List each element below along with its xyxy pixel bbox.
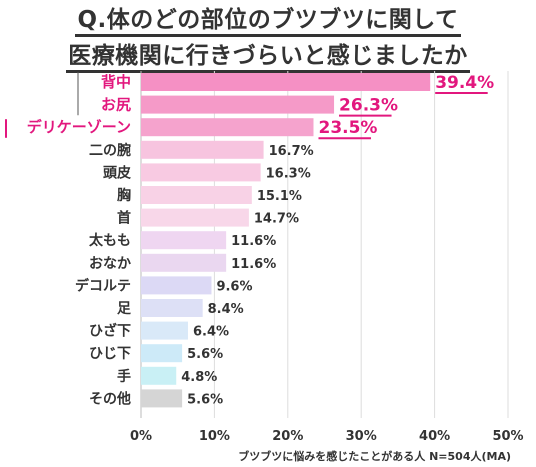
bar bbox=[141, 163, 261, 182]
category-label: 太もも bbox=[89, 232, 131, 249]
bar bbox=[141, 208, 249, 227]
bar bbox=[141, 231, 227, 250]
category-label: その他 bbox=[89, 390, 131, 407]
category-label: お尻 bbox=[101, 96, 131, 114]
bar bbox=[141, 186, 252, 204]
x-tick-label: 20% bbox=[272, 429, 303, 444]
value-label: 9.6% bbox=[216, 279, 252, 294]
value-label: 16.7% bbox=[269, 144, 314, 159]
category-label: 二の腕 bbox=[89, 142, 131, 159]
category-label: 背中 bbox=[101, 73, 131, 91]
category-label: ひじ下 bbox=[89, 346, 131, 362]
value-label: 39.4% bbox=[435, 73, 494, 93]
bar bbox=[141, 118, 314, 137]
title-line-1-text: Q.体のどの部位のブツブツに関して bbox=[75, 7, 461, 37]
category-label: デリケーゾーン bbox=[27, 118, 131, 136]
value-label: 5.6% bbox=[187, 347, 223, 362]
category-label: 頭皮 bbox=[103, 164, 131, 181]
x-tick-label: 40% bbox=[419, 429, 450, 444]
category-label: デコルテ bbox=[75, 277, 131, 294]
value-label: 14.7% bbox=[254, 212, 299, 227]
bar bbox=[141, 389, 183, 408]
x-tick-label: 50% bbox=[492, 429, 523, 444]
value-label: 26.3% bbox=[339, 96, 398, 116]
value-label: 6.4% bbox=[193, 325, 229, 340]
value-label: 23.5% bbox=[318, 118, 377, 138]
bar bbox=[141, 73, 431, 91]
category-label: おなか bbox=[89, 256, 131, 272]
category-label: 手 bbox=[117, 368, 131, 385]
bar bbox=[141, 276, 212, 295]
title-line-2-text: 医療機関に行きづらいと感じましたか bbox=[66, 43, 470, 73]
value-label: 5.6% bbox=[187, 392, 223, 407]
chart-title-2: 医療機関に行きづらいと感じましたか bbox=[0, 36, 536, 73]
value-label: 16.3% bbox=[266, 166, 311, 181]
x-tick-label: 0% bbox=[130, 429, 152, 444]
bar bbox=[141, 253, 227, 272]
value-label: 8.4% bbox=[208, 302, 244, 317]
value-label: 11.6% bbox=[231, 257, 276, 272]
bar bbox=[141, 95, 335, 114]
category-label: ひざ下 bbox=[89, 323, 131, 340]
category-label: 首 bbox=[117, 210, 131, 227]
value-label: 4.8% bbox=[181, 370, 217, 385]
bar bbox=[141, 366, 177, 385]
bar bbox=[141, 344, 183, 363]
value-label: 15.1% bbox=[257, 189, 302, 204]
x-tick-label: 30% bbox=[346, 429, 377, 444]
chart-title: Q.体のどの部位のブツブツに関して bbox=[0, 0, 536, 37]
bar bbox=[141, 299, 203, 317]
value-label: 11.6% bbox=[231, 234, 276, 249]
bar bbox=[141, 321, 188, 340]
bar bbox=[141, 140, 264, 159]
x-axis-label: ブツブツに悩みを感じたことがある人 N=504人(MA) bbox=[238, 449, 511, 463]
category-label: 足 bbox=[117, 301, 132, 317]
title-line-1: Q.体のどの部位のブツブツに関して bbox=[0, 0, 536, 37]
category-label: 胸 bbox=[117, 187, 131, 204]
x-tick-label: 10% bbox=[199, 429, 230, 444]
title-line-2: 医療機関に行きづらいと感じましたか bbox=[0, 36, 536, 73]
